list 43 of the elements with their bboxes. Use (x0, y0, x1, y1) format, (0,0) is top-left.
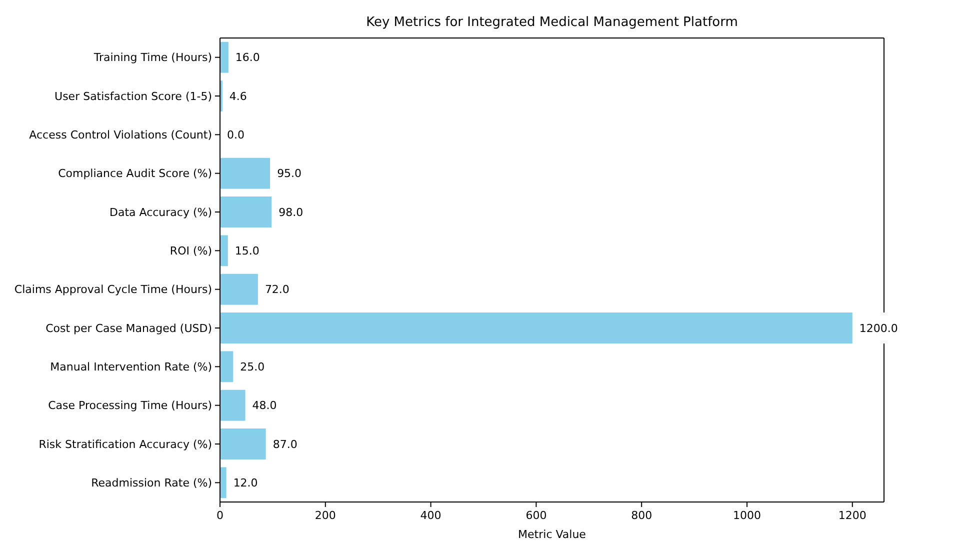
bar (220, 158, 270, 189)
y-tick-label: Claims Approval Cycle Time (Hours) (14, 283, 212, 296)
x-tick-label: 1200 (838, 509, 866, 522)
x-tick-label: 1000 (732, 509, 761, 522)
bar (220, 274, 258, 305)
data-label: 0.0 (227, 128, 244, 142)
y-tick-label: User Satisfaction Score (1-5) (54, 90, 212, 103)
data-label: 95.0 (277, 167, 302, 180)
data-label: 72.0 (264, 283, 290, 296)
y-tick-label: Risk Stratification Accuracy (%) (38, 438, 212, 451)
x-tick-label: 600 (526, 509, 547, 522)
data-label: 48.0 (252, 399, 277, 412)
data-label: 1200.0 (859, 322, 898, 335)
y-tick-label: Access Control Violations (Count) (29, 128, 212, 142)
data-label: 98.0 (278, 206, 304, 219)
x-tick-label: 400 (420, 509, 442, 522)
bar (220, 312, 852, 344)
y-tick-label: Case Processing Time (Hours) (48, 399, 212, 412)
chart-title: Key Metrics for Integrated Medical Management Platform (366, 15, 738, 30)
bar (220, 235, 228, 266)
data-label: 15.0 (234, 244, 260, 258)
data-label: 12.0 (233, 476, 258, 490)
y-tick-label: Cost per Case Managed (USD) (46, 322, 212, 335)
bar (220, 196, 272, 228)
y-tick-label: ROI (%) (170, 244, 212, 258)
bar (220, 467, 226, 498)
data-label: 4.6 (229, 90, 247, 103)
x-tick-label: 0 (216, 509, 224, 522)
bar (220, 42, 228, 73)
bar (220, 390, 246, 421)
x-axis-title: Metric Value (518, 528, 586, 541)
x-tick-label: 800 (631, 509, 652, 522)
data-label: 87.0 (272, 438, 298, 451)
y-tick-label: Compliance Audit Score (%) (58, 167, 212, 180)
y-tick-label: Manual Intervention Rate (%) (50, 360, 212, 374)
y-tick-label: Data Accuracy (%) (109, 206, 212, 219)
bar (220, 428, 266, 460)
data-label: 16.0 (235, 51, 260, 64)
y-tick-label: Readmission Rate (%) (91, 476, 212, 490)
bar (220, 351, 234, 382)
data-label: 25.0 (240, 360, 265, 374)
y-tick-label: Training Time (Hours) (92, 51, 212, 64)
x-tick-label: 200 (314, 509, 336, 522)
